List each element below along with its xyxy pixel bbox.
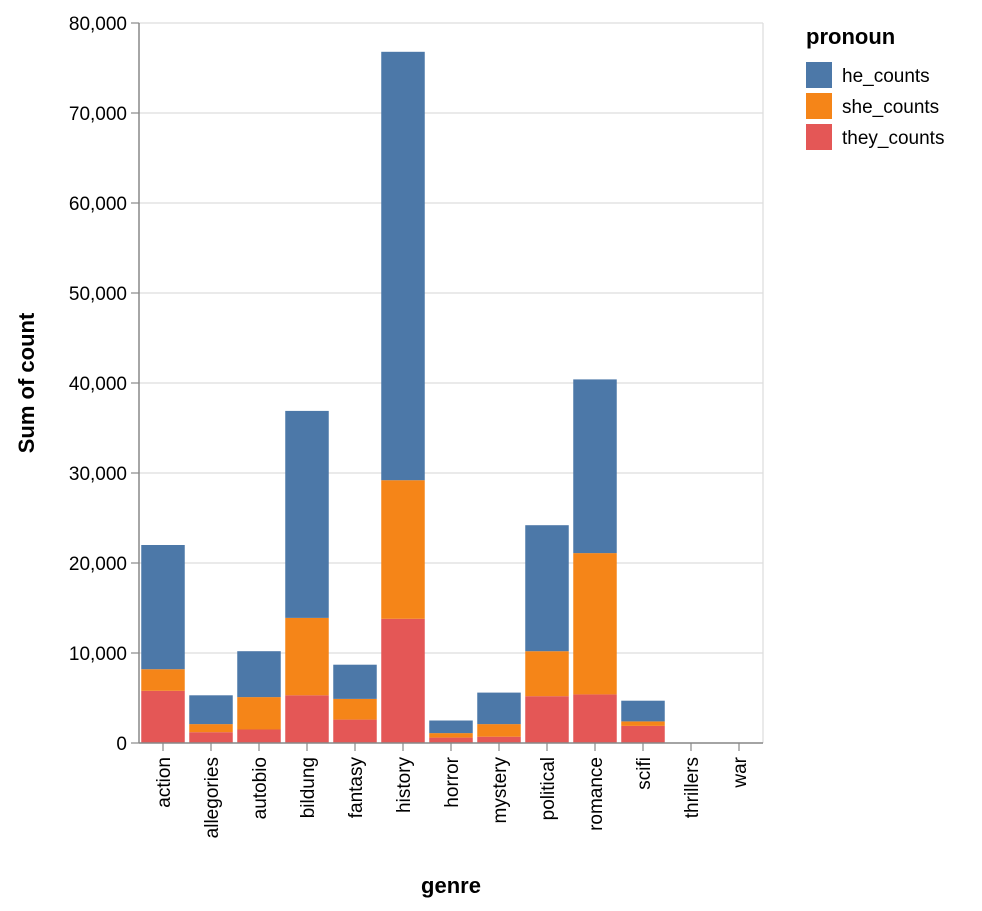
y-tick-label: 70,000	[69, 104, 127, 125]
x-tick-label-bildung: bildung	[298, 757, 319, 818]
bar-segment-horror-she_counts	[429, 733, 473, 738]
bar-segment-autobio-she_counts	[237, 697, 281, 730]
y-tick-label: 40,000	[69, 374, 127, 395]
legend-title: pronoun	[806, 24, 895, 49]
legend: pronoun he_counts she_counts they_counts	[806, 24, 944, 150]
legend-label-they_counts: they_counts	[842, 128, 944, 149]
bar-segment-fantasy-he_counts	[333, 664, 377, 699]
bar-segment-autobio-they_counts	[237, 729, 281, 743]
y-tick-label: 50,000	[69, 284, 127, 305]
bar-segment-history-they_counts	[381, 618, 425, 743]
bar-segment-political-he_counts	[525, 525, 569, 652]
y-tick-label: 20,000	[69, 554, 127, 575]
bar-segment-romance-he_counts	[573, 379, 617, 554]
bar-segment-bildung-he_counts	[285, 410, 329, 618]
y-axis-ticks: 0 10,000 20,000 30,000 40,000 50,000 60,000 70,…	[69, 14, 139, 755]
legend-label-she_counts: she_counts	[842, 97, 939, 118]
bar-segment-mystery-he_counts	[477, 692, 521, 725]
x-tick-label-allegories: allegories	[202, 757, 223, 838]
legend-swatch-she_counts	[806, 93, 832, 119]
bar-segment-horror-they_counts	[429, 737, 473, 743]
x-tick-label-romance: romance	[586, 757, 607, 831]
bar-segment-history-she_counts	[381, 480, 425, 619]
bar-segment-history-he_counts	[381, 51, 425, 481]
bars	[141, 51, 665, 743]
legend-swatch-they_counts	[806, 124, 832, 150]
bar-segment-action-she_counts	[141, 669, 185, 691]
legend-swatch-he_counts	[806, 62, 832, 88]
x-tick-label-horror: horror	[442, 756, 463, 807]
x-tick-label-war: war	[730, 756, 751, 788]
legend-label-he_counts: he_counts	[842, 66, 930, 87]
x-tick-label-mystery: mystery	[490, 757, 511, 824]
bar-segment-mystery-they_counts	[477, 736, 521, 743]
x-tick-label-history: history	[394, 757, 415, 813]
x-tick-label-action: action	[154, 757, 175, 808]
bar-segment-scifi-she_counts	[621, 721, 665, 726]
y-tick-label: 10,000	[69, 644, 127, 665]
bar-segment-allegories-they_counts	[189, 732, 233, 743]
bar-segment-bildung-they_counts	[285, 695, 329, 743]
bar-segment-action-they_counts	[141, 690, 185, 743]
x-axis-title: genre	[421, 873, 481, 898]
bar-segment-scifi-they_counts	[621, 725, 665, 743]
x-tick-label-fantasy: fantasy	[346, 757, 367, 819]
bar-segment-romance-they_counts	[573, 694, 617, 743]
bar-segment-political-they_counts	[525, 696, 569, 743]
bar-segment-autobio-he_counts	[237, 651, 281, 698]
bar-segment-scifi-he_counts	[621, 700, 665, 722]
bar-segment-fantasy-they_counts	[333, 719, 377, 743]
bar-segment-horror-he_counts	[429, 720, 473, 734]
bar-segment-allegories-she_counts	[189, 724, 233, 733]
bar-segment-allegories-he_counts	[189, 695, 233, 725]
x-axis-ticks: action allegories autobio bildung fantasy his…	[154, 743, 751, 838]
bar-segment-political-she_counts	[525, 651, 569, 697]
y-tick-label: 60,000	[69, 194, 127, 215]
x-tick-label-political: political	[538, 757, 559, 820]
y-axis-title: Sum of count	[14, 312, 39, 453]
x-tick-label-scifi: scifi	[634, 757, 655, 790]
bar-segment-romance-she_counts	[573, 553, 617, 695]
y-tick-label: 0	[116, 734, 127, 755]
bar-segment-bildung-she_counts	[285, 617, 329, 696]
bar-segment-fantasy-she_counts	[333, 698, 377, 720]
grid-lines	[139, 22, 764, 744]
bar-segment-mystery-she_counts	[477, 724, 521, 737]
bar-segment-action-he_counts	[141, 545, 185, 670]
y-tick-label: 80,000	[69, 14, 127, 35]
x-tick-label-thrillers: thrillers	[682, 757, 703, 818]
y-tick-label: 30,000	[69, 464, 127, 485]
x-tick-label-autobio: autobio	[250, 757, 271, 819]
